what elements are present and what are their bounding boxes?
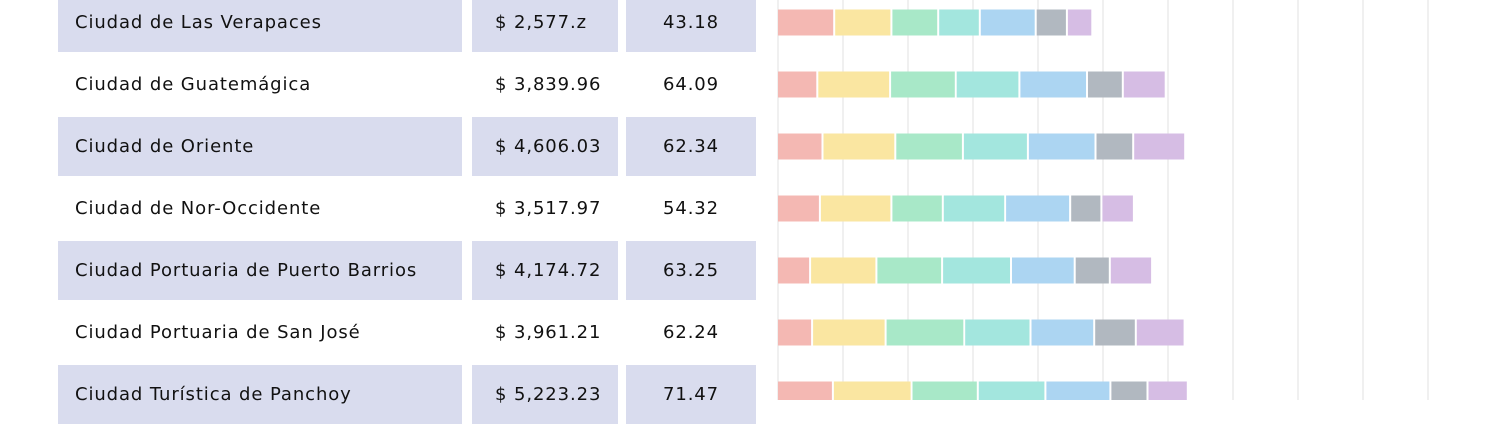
bar-segment (886, 319, 964, 346)
table-row: Ciudad de Nor-Occidente $ 3,517.97 54.32 (0, 179, 770, 238)
table-row: Ciudad de Oriente $ 4,606.03 62.34 (0, 117, 770, 176)
bar-segment (1095, 319, 1135, 346)
bar-segment (1031, 319, 1094, 346)
city-cell: Ciudad de Oriente (58, 117, 462, 176)
bar-segment (1110, 257, 1152, 284)
amount-cell: $ 2,577.z (472, 0, 618, 52)
city-cell: Ciudad de Nor-Occidente (75, 198, 322, 219)
bar-segment (1071, 195, 1101, 222)
value-cell: 64.09 (662, 74, 720, 95)
bar-segment (963, 133, 1027, 160)
bar-segment (1020, 71, 1086, 98)
bar-segment (1075, 257, 1109, 284)
bar-segment (1111, 381, 1147, 400)
bar-segment (892, 9, 938, 36)
table-row: Ciudad Portuaria de Puerto Barrios $ 4,17… (0, 241, 770, 300)
bar-segment (1148, 381, 1187, 400)
bar-segment (1134, 133, 1185, 160)
city-cell: Ciudad Portuaria de San José (75, 322, 361, 343)
city-cell: Ciudad de Guatemágica (75, 74, 312, 95)
bar-segment (778, 195, 819, 222)
bar-segment (778, 133, 822, 160)
bar-segment (778, 381, 832, 400)
value-cell: 62.34 (626, 117, 756, 176)
bar-segment (1067, 9, 1092, 36)
amount-cell: $ 3,961.21 (495, 322, 602, 343)
bar-segment (823, 133, 895, 160)
value-cell: 63.25 (626, 241, 756, 300)
bar-segment (818, 71, 890, 98)
bar-segment (892, 195, 942, 222)
value-cell: 62.24 (662, 322, 720, 343)
bar-segment (1028, 133, 1095, 160)
bar-segment (956, 71, 1019, 98)
bar-segment (813, 319, 885, 346)
table-row: Ciudad de Las Verapaces $ 2,577.z 43.18 (0, 0, 770, 52)
bar-segment (1102, 195, 1133, 222)
bar-segment (778, 257, 810, 284)
bar-segment (1006, 195, 1070, 222)
bar-segment (965, 319, 1030, 346)
bar-segment (1036, 9, 1066, 36)
bar-segment (943, 257, 1010, 284)
bar-segment (811, 257, 876, 284)
stacked-bar-chart (777, 0, 1429, 400)
bar-segment (943, 195, 1005, 222)
bar-segment (978, 381, 1045, 400)
amount-cell: $ 3,839.96 (495, 74, 602, 95)
bar-segment (835, 9, 891, 36)
bar-segment (877, 257, 942, 284)
bar-segment (778, 71, 817, 98)
bar-segment (1046, 381, 1110, 400)
value-cell: 43.18 (626, 0, 756, 52)
bar-segment (1136, 319, 1184, 346)
bar-segment (778, 319, 812, 346)
bar-segment (1088, 71, 1122, 98)
city-cell: Ciudad Portuaria de Puerto Barrios (58, 241, 462, 300)
amount-cell: $ 3,517.97 (495, 198, 602, 219)
bar-segment (896, 133, 962, 160)
amount-cell: $ 4,606.03 (472, 117, 618, 176)
table-row: Ciudad de Guatemágica $ 3,839.96 64.09 (0, 55, 770, 114)
bar-segment (939, 9, 979, 36)
bar-segment (1096, 133, 1133, 160)
bar-segment (912, 381, 977, 400)
bar-segment (1123, 71, 1165, 98)
bar-segment (820, 195, 891, 222)
data-table: Ciudad de Las Verapaces $ 2,577.z 43.18 Ciu… (0, 0, 770, 424)
city-cell: Ciudad de Las Verapaces (58, 0, 462, 52)
table-row: Ciudad Portuaria de San José $ 3,961.21 62… (0, 303, 770, 362)
bar-segment (778, 9, 834, 36)
bar-segment (891, 71, 955, 98)
bar-segment (980, 9, 1035, 36)
value-cell: 54.32 (662, 198, 720, 219)
bar-segment (833, 381, 911, 400)
amount-cell: $ 4,174.72 (472, 241, 618, 300)
bar-segment (1012, 257, 1074, 284)
